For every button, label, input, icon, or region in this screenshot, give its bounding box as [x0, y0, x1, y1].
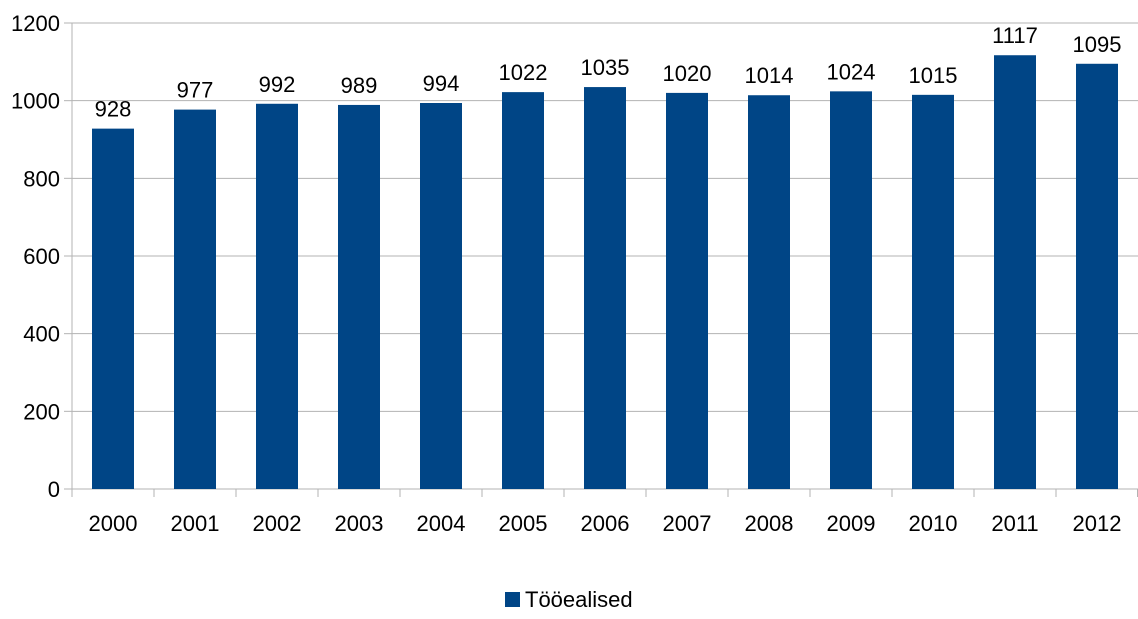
x-tick-label: 2011	[991, 511, 1038, 536]
bar	[912, 94, 954, 489]
data-label: 1117	[992, 23, 1038, 48]
data-label: 1095	[1073, 32, 1122, 57]
bar	[420, 102, 462, 489]
bar	[584, 87, 626, 489]
legend: Tööealised	[505, 587, 633, 612]
y-tick-label: 400	[23, 322, 60, 347]
x-tick-label: 2005	[499, 511, 548, 536]
legend-swatch	[505, 592, 520, 607]
x-tick-label: 2012	[1073, 511, 1122, 536]
bar	[666, 92, 708, 490]
y-tick-label: 1200	[11, 11, 60, 36]
x-tick-label: 2008	[745, 511, 794, 536]
x-tick-label: 2004	[417, 511, 466, 536]
data-label: 1024	[827, 59, 876, 84]
data-label: 1014	[745, 63, 794, 88]
x-tick-label: 2002	[253, 511, 302, 536]
data-label: 992	[259, 72, 296, 97]
bar	[256, 103, 298, 490]
data-label: 1015	[909, 63, 958, 88]
axes: 0 200 400 600 800 1000 1200 2000 2001 2002 2003 200…	[11, 11, 1138, 536]
data-label: 1035	[581, 55, 630, 80]
bars	[92, 55, 1118, 490]
bar	[174, 109, 216, 490]
legend-label: Tööealised	[525, 587, 633, 612]
y-tick-label: 0	[48, 477, 60, 502]
x-tick-label: 2001	[171, 511, 220, 536]
bar	[338, 104, 380, 490]
x-tick-label: 2000	[89, 511, 138, 536]
y-tick-label: 600	[23, 244, 60, 269]
x-tick-label: 2007	[663, 511, 712, 536]
bar	[994, 55, 1036, 490]
data-label: 1022	[499, 60, 548, 85]
bar	[92, 128, 134, 490]
data-label: 977	[177, 78, 214, 103]
bar	[830, 91, 872, 489]
bar	[1076, 63, 1118, 490]
bar	[748, 95, 790, 489]
x-tick-label: 2010	[909, 511, 958, 536]
x-tick-label: 2003	[335, 511, 384, 536]
x-tick-label: 2009	[827, 511, 876, 536]
data-label: 994	[423, 71, 460, 96]
data-label: 928	[95, 97, 132, 122]
data-label: 1020	[663, 61, 712, 86]
y-tick-label: 800	[23, 166, 60, 191]
data-labels: 928 977 992 989 994 1022 1035 1020 1014 1024 1015 1…	[95, 23, 1122, 121]
y-tick-label: 1000	[11, 89, 60, 114]
x-tick-label: 2006	[581, 511, 630, 536]
y-tick-label: 200	[23, 399, 60, 424]
data-label: 989	[341, 73, 378, 98]
bar	[502, 92, 544, 489]
